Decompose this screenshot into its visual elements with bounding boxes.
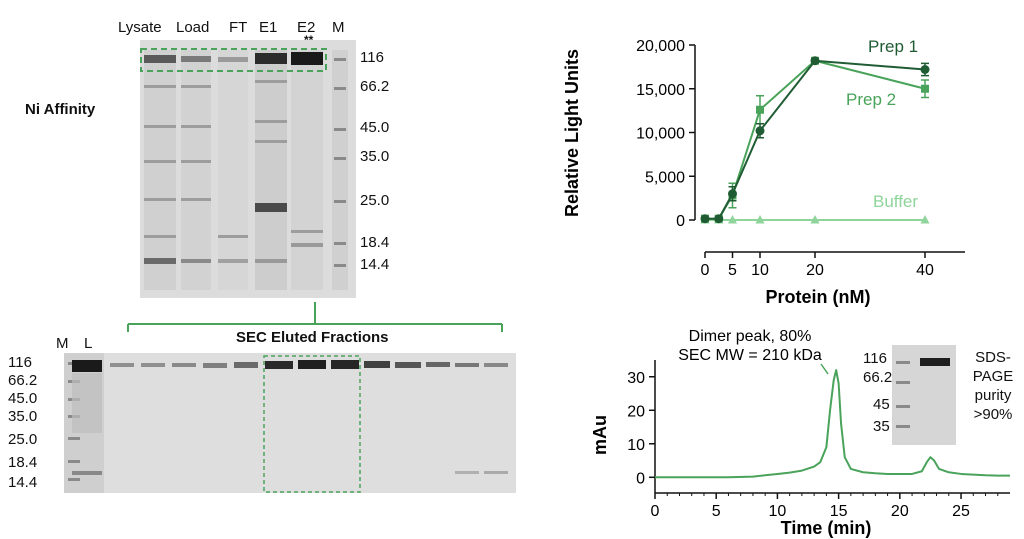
sec-mw-116: 116 bbox=[8, 354, 32, 371]
rlu-data-point bbox=[921, 84, 929, 93]
rlu-data-point bbox=[810, 56, 820, 66]
sec-mw-66-2: 66.2 bbox=[8, 372, 38, 389]
lane-label-marker: M bbox=[56, 335, 69, 352]
ni-affinity-gel-image bbox=[140, 40, 356, 298]
rlu-data-point bbox=[920, 215, 930, 224]
inset-caption-line-4: >90% bbox=[973, 406, 1013, 423]
sec-x-tick-label: 25 bbox=[952, 503, 970, 520]
sec-y-tick-label: 20 bbox=[627, 403, 645, 420]
rlu-y-tick-label: 10,000 bbox=[636, 126, 685, 143]
sec-mw-18-4: 18.4 bbox=[8, 454, 38, 471]
sec-x-tick-label: 15 bbox=[830, 503, 848, 520]
lane-label-lysate: Lysate bbox=[118, 19, 162, 36]
rlu-series-2 bbox=[700, 215, 930, 224]
lane-label-e1: E1 bbox=[259, 19, 278, 36]
sec-x-tick-label: 20 bbox=[891, 503, 909, 520]
sec-y-axis-label: mAu bbox=[590, 415, 610, 455]
sec-trace bbox=[655, 369, 1010, 479]
rlu-data-point bbox=[920, 65, 930, 74]
mw-marker-116: 116 bbox=[360, 49, 384, 66]
inset-caption-line-3: purity bbox=[974, 387, 1012, 404]
mw-marker-66-2: 66.2 bbox=[360, 78, 390, 95]
sec-y-tick-label: 10 bbox=[627, 437, 645, 454]
inset-caption-line-1: SDS- bbox=[975, 349, 1011, 366]
rlu-data-point bbox=[755, 126, 765, 136]
sec-y-tick-label: 30 bbox=[627, 370, 645, 387]
rlu-chart: 0 5,000 10,000 15,000 20,000 0 5 10 20 40 Relativ… bbox=[562, 37, 965, 307]
mw-marker-35: 35.0 bbox=[360, 148, 390, 165]
dimer-annotation-leader bbox=[820, 363, 829, 375]
lane-label-e2: E2 bbox=[297, 19, 316, 36]
rlu-x-tick-label: 5 bbox=[728, 262, 737, 279]
sec-x-tick-label: 5 bbox=[712, 503, 721, 520]
rlu-x-tick-label: 40 bbox=[916, 262, 934, 279]
legend-buffer: Buffer bbox=[873, 192, 918, 211]
mw-marker-14-4: 14.4 bbox=[360, 256, 390, 273]
lane-label-load-l: L bbox=[84, 335, 93, 352]
sec-y-tick-label: 0 bbox=[636, 470, 645, 487]
rlu-data-point bbox=[728, 189, 737, 199]
mw-marker-25: 25.0 bbox=[360, 192, 390, 209]
ni-affinity-gel-panel: Lysate Load FT E1 E2 ** M Ni Affinity bbox=[0, 0, 520, 300]
legend-prep-2: Prep 2 bbox=[846, 90, 896, 109]
rlu-data-point bbox=[755, 215, 765, 224]
lane-label-load: Load bbox=[176, 19, 210, 36]
sds-page-inset: 116 66.2 45 35 SDS- PAGE purity >90% bbox=[860, 345, 1024, 460]
rlu-data-point bbox=[756, 105, 764, 114]
inset-gel-image bbox=[892, 345, 956, 445]
rlu-y-tick-label: 5,000 bbox=[645, 169, 685, 186]
sec-gel-panel: M L SEC Eluted Fractions bbox=[0, 325, 520, 539]
sec-mw-25: 25.0 bbox=[8, 431, 38, 448]
rlu-x-tick-label: 0 bbox=[701, 262, 710, 279]
rlu-y-tick-label: 0 bbox=[676, 213, 685, 230]
dimer-annotation-line2: SEC MW = 210 kDa bbox=[678, 347, 822, 364]
rlu-data-point bbox=[700, 214, 710, 224]
mw-marker-18-4: 18.4 bbox=[360, 234, 390, 251]
rlu-data-point bbox=[810, 215, 820, 224]
sec-mw-14-4: 14.4 bbox=[8, 474, 38, 491]
rlu-x-tick-label: 20 bbox=[806, 262, 824, 279]
inset-caption: SDS- PAGE purity >90% bbox=[964, 348, 1022, 424]
rlu-y-tick-label: 20,000 bbox=[636, 38, 685, 55]
ni-affinity-label: Ni Affinity bbox=[25, 101, 96, 118]
sec-fractions-title: SEC Eluted Fractions bbox=[236, 329, 389, 346]
inset-mw-45: 45 bbox=[873, 396, 890, 413]
rlu-data-point bbox=[728, 215, 737, 224]
sec-x-tick-label: 10 bbox=[769, 503, 787, 520]
sec-x-axis-label: Time (min) bbox=[781, 518, 872, 538]
sec-chromatogram: 0 10 20 30 0 5 10 15 20 25 mAu Time (min) Dimer p… bbox=[590, 328, 1010, 538]
rlu-x-axis-label: Protein (nM) bbox=[766, 287, 871, 307]
sec-mw-45: 45.0 bbox=[8, 390, 38, 407]
mw-marker-45: 45.0 bbox=[360, 119, 390, 136]
sec-gel-image bbox=[64, 353, 516, 493]
lane-label-m: M bbox=[332, 19, 345, 36]
inset-mw-66-2: 66.2 bbox=[863, 369, 893, 386]
sec-mw-35: 35.0 bbox=[8, 408, 38, 425]
rlu-y-tick-label: 15,000 bbox=[636, 82, 685, 99]
lane-label-ft: FT bbox=[229, 19, 248, 36]
inset-mw-116: 116 bbox=[863, 350, 887, 367]
rlu-data-point bbox=[714, 214, 724, 224]
inset-mw-35: 35 bbox=[873, 418, 890, 435]
dimer-annotation-line1: Dimer peak, 80% bbox=[689, 328, 812, 345]
legend-prep-1: Prep 1 bbox=[868, 37, 918, 56]
inset-caption-line-2: PAGE bbox=[972, 368, 1014, 385]
sec-x-tick-label: 0 bbox=[651, 503, 660, 520]
rlu-x-tick-label: 10 bbox=[751, 262, 769, 279]
rlu-series-0 bbox=[700, 56, 930, 224]
sec-bracket bbox=[127, 302, 503, 332]
rlu-y-axis-label: Relative Light Units bbox=[562, 49, 582, 217]
